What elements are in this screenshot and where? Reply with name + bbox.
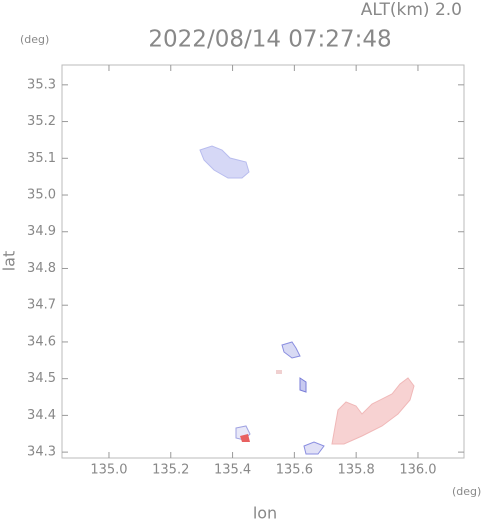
chart-title: 2022/08/14 07:27:48 (148, 27, 391, 53)
y-tick-label: 34.5 (27, 371, 56, 386)
y-tick-label: 35.3 (27, 77, 56, 92)
echo (240, 434, 250, 442)
y-axis-label: lat (0, 251, 19, 272)
y-tick-label: 35.1 (27, 151, 56, 166)
y-tick-label: 34.8 (27, 261, 56, 276)
y-tick-label: 35.0 (27, 188, 56, 203)
y-tick-label: 34.9 (27, 224, 56, 239)
echo (281, 341, 301, 359)
altitude-label: ALT(km) 2.0 (361, 0, 462, 20)
y-tick-label: 35.2 (27, 114, 56, 129)
x-tick-label: 135.4 (214, 463, 251, 478)
y-tick-label: 34.7 (27, 298, 56, 313)
y-tick-label: 34.4 (27, 408, 56, 423)
x-tick-label: 136.0 (399, 463, 436, 478)
x-tick-label: 135.2 (152, 463, 189, 478)
echo-areas (199, 145, 415, 455)
y-tick-label: 34.3 (27, 445, 56, 460)
x-axis-label: lon (253, 504, 277, 521)
x-tick-label: 135.8 (338, 463, 375, 478)
plot-frame (61, 64, 465, 459)
echo (299, 377, 307, 393)
y-unit: (deg) (20, 33, 49, 46)
x-tick-label: 135.0 (90, 463, 127, 478)
echo (303, 441, 325, 455)
echo (331, 377, 415, 445)
x-unit: (deg) (452, 485, 481, 498)
y-tick-label: 34.6 (27, 334, 56, 349)
x-tick-label: 135.6 (276, 463, 313, 478)
echo (276, 370, 282, 374)
echo (199, 145, 250, 179)
